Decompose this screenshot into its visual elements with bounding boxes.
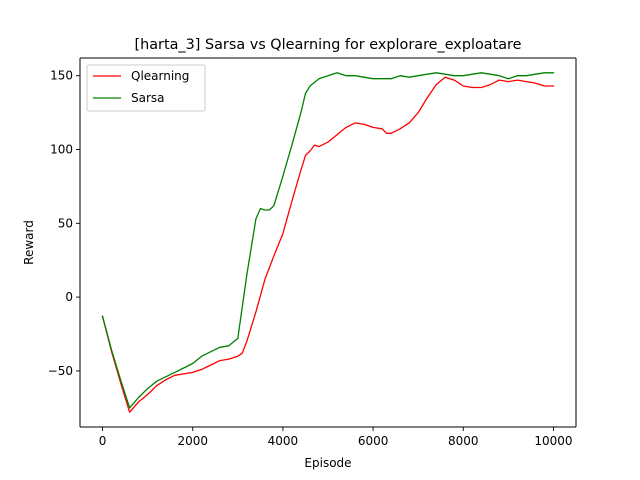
y-tick-label: 150 [50, 69, 73, 83]
y-axis-label: Reward [22, 220, 36, 265]
spines [79, 57, 577, 428]
x-tick-label: 0 [99, 434, 107, 448]
x-tick-label: 4000 [268, 434, 299, 448]
y-axis: −50 0 50 100 150 [48, 69, 80, 378]
legend: Qlearning Sarsa [86, 64, 206, 112]
y-tick-label: 100 [50, 143, 73, 157]
legend-label-qlearning: Qlearning [131, 69, 189, 83]
x-tick-label: 8000 [448, 434, 479, 448]
x-tick-label: 2000 [177, 434, 208, 448]
y-tick-label: −50 [48, 364, 73, 378]
series-line-qlearning [101, 76, 555, 413]
x-axis: 0 2000 4000 6000 8000 10000 [99, 427, 573, 448]
x-tick-label: 6000 [358, 434, 389, 448]
plot-area [80, 58, 576, 427]
series-line-sarsa [101, 72, 555, 409]
y-tick-label: 50 [58, 216, 73, 230]
legend-label-sarsa: Sarsa [131, 91, 165, 105]
x-tick-label: 10000 [534, 434, 572, 448]
chart-title: [harta_3] Sarsa vs Qlearning for explora… [134, 37, 521, 53]
x-axis-label: Episode [304, 456, 351, 470]
y-tick-label: 0 [65, 290, 73, 304]
series-layer [101, 72, 555, 413]
